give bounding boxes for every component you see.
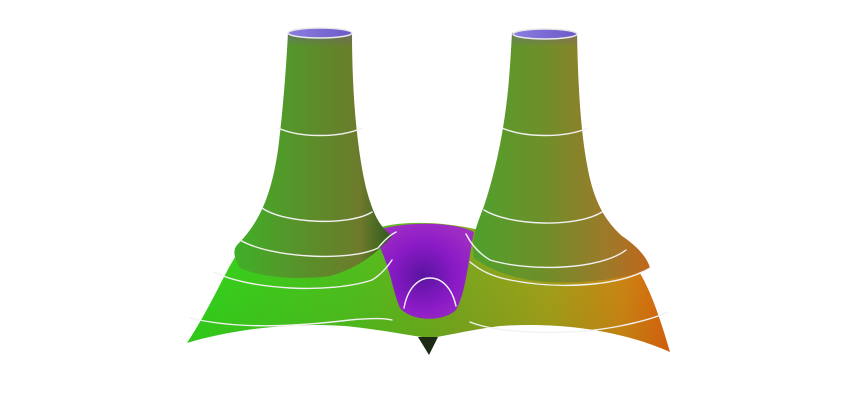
left-peak-top-tint [284, 29, 354, 100]
well-tip [418, 337, 438, 355]
central-well [372, 223, 474, 319]
left-peak-rim [287, 27, 353, 39]
right-peak-top-tint [508, 29, 579, 100]
right-peak-rim [512, 28, 578, 40]
contour-lines [189, 127, 669, 334]
